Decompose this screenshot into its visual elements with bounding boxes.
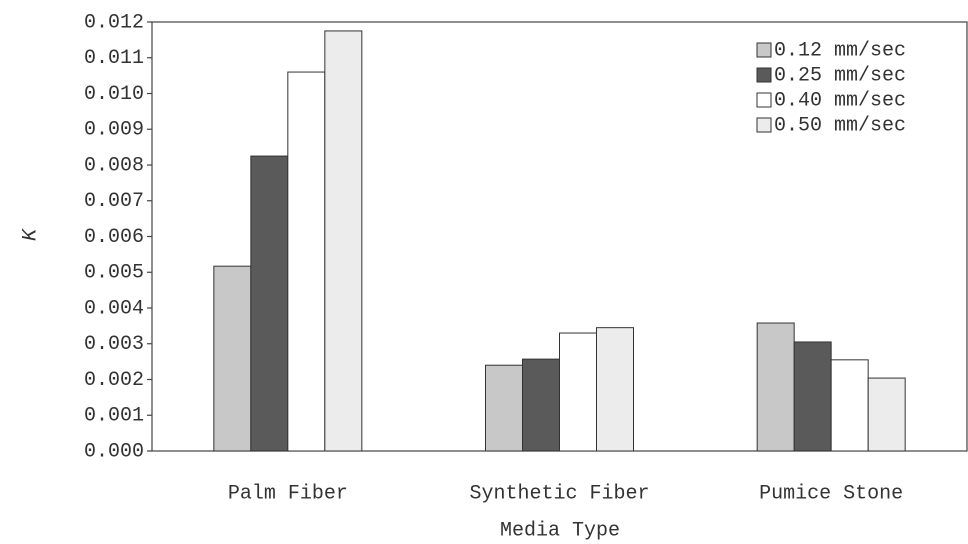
bar: [522, 358, 560, 452]
y-tick-label: 0.000: [84, 440, 144, 463]
bar: [596, 327, 634, 452]
y-tick-label: 0.002: [84, 369, 144, 392]
y-tick-label: 0.006: [84, 226, 144, 249]
bar: [324, 30, 363, 452]
legend-swatch: [756, 42, 772, 58]
legend-label: 0.25 mm/sec: [774, 64, 906, 87]
x-tick-label: Pumice Stone: [759, 482, 903, 505]
legend-swatch: [756, 117, 772, 133]
y-tick-label: 0.008: [84, 154, 144, 177]
y-tick-label: 0.003: [84, 333, 144, 356]
y-tick-label: 0.001: [84, 405, 144, 428]
x-axis-label: Media Type: [500, 519, 620, 542]
bar: [867, 377, 906, 452]
bar: [485, 364, 523, 452]
x-tick-label: Palm Fiber: [228, 482, 348, 505]
y-tick-label: 0.004: [84, 297, 144, 320]
y-tick-label: 0.005: [84, 262, 144, 285]
bar: [793, 341, 832, 452]
bar: [559, 332, 597, 452]
bar: [287, 71, 326, 452]
x-tick-label: Synthetic Fiber: [469, 482, 649, 505]
bar: [213, 265, 252, 452]
y-tick-label: 0.011: [84, 47, 144, 70]
y-tick-label: 0.009: [84, 119, 144, 142]
y-axis-label: K: [19, 228, 42, 241]
legend-label: 0.12 mm/sec: [774, 39, 906, 62]
legend-label: 0.40 mm/sec: [774, 89, 906, 112]
legend-label: 0.50 mm/sec: [774, 114, 906, 137]
y-tick-label: 0.012: [84, 11, 144, 34]
legend-swatch: [756, 92, 772, 108]
legend-swatch: [756, 67, 772, 83]
y-tick-label: 0.010: [84, 83, 144, 106]
y-tick-label: 0.007: [84, 190, 144, 213]
bar: [756, 322, 795, 452]
bar: [250, 155, 289, 452]
bar: [830, 359, 869, 452]
